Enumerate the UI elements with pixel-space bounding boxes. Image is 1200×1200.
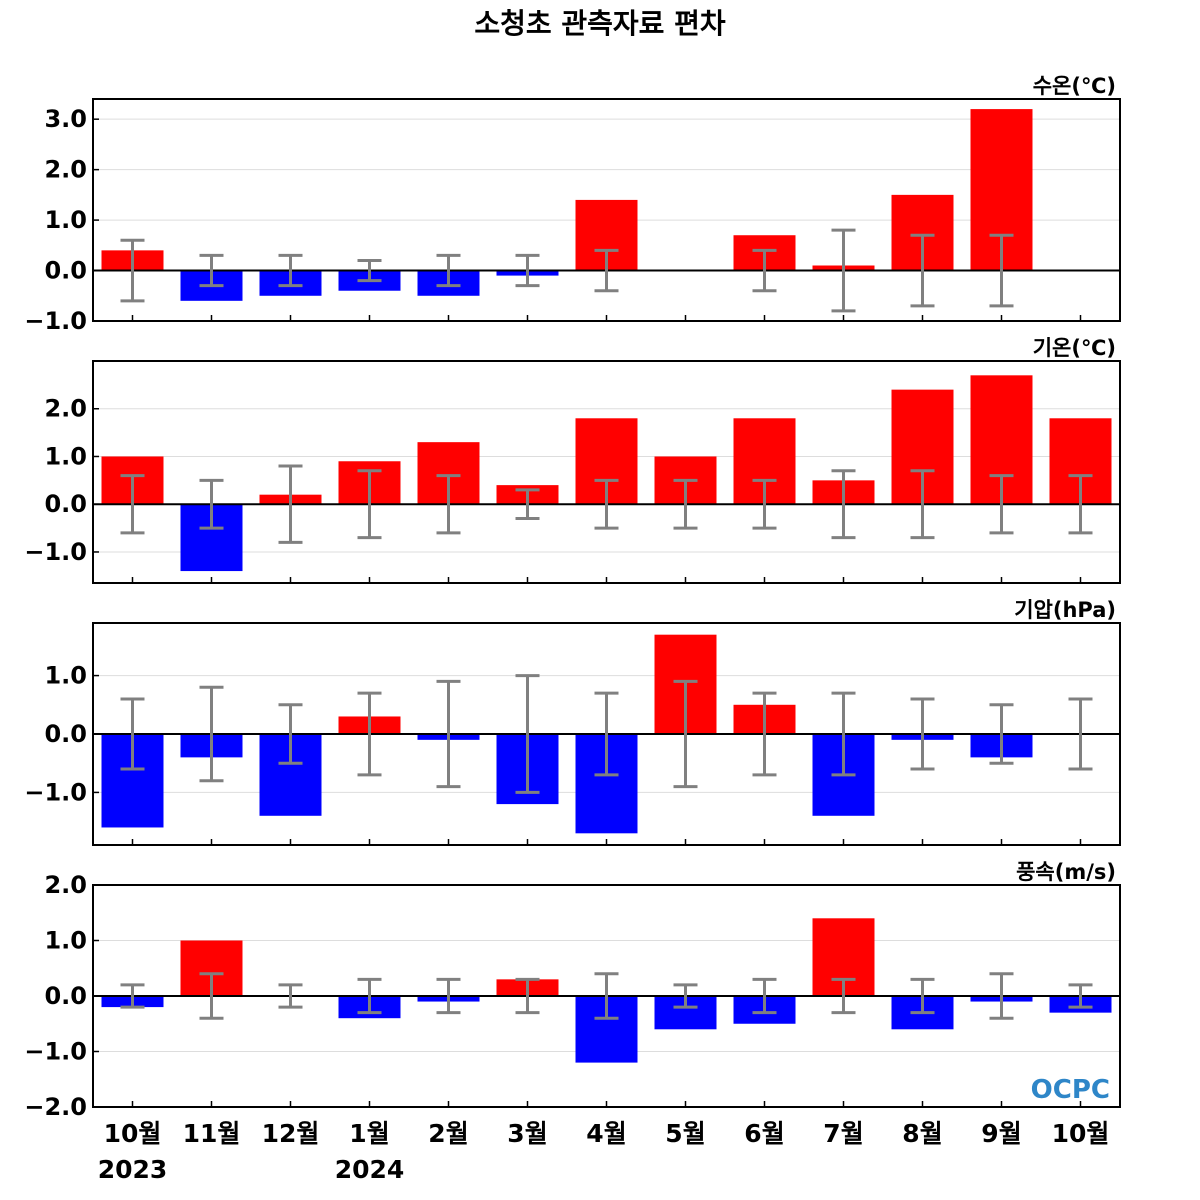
panel-3: −1.0 0.0 1.0 기압(hPa) xyxy=(24,598,1121,846)
error-bar-7 xyxy=(594,691,619,777)
y-tick-label: 1.0 xyxy=(44,442,87,470)
error-bar-4 xyxy=(357,258,382,283)
y-tick-label: 0.0 xyxy=(44,490,87,518)
error-bar-9 xyxy=(752,478,777,530)
plot-frame xyxy=(92,360,1121,584)
error-bar-1 xyxy=(120,474,145,535)
error-bar-13 xyxy=(1068,697,1093,771)
error-bar-7 xyxy=(594,478,619,530)
error-bar-2 xyxy=(199,478,224,530)
error-bar-11 xyxy=(910,977,935,1015)
x-tick-label: 10월 xyxy=(1052,1119,1110,1148)
chart-panels: −1.00.01.02.03.0수온(℃)−1.00.01.02.0기온(℃)−… xyxy=(24,74,1121,1121)
error-bar-1 xyxy=(120,238,145,303)
y-tick-label: −1.0 xyxy=(24,307,87,335)
plot-frame xyxy=(92,98,1121,322)
error-bar-9 xyxy=(752,248,777,293)
y-tick-label: 2.0 xyxy=(44,156,87,184)
plot-frame xyxy=(92,622,1121,846)
error-bar-9 xyxy=(752,691,777,777)
x-tick-label: 5월 xyxy=(665,1119,705,1148)
error-bar-12 xyxy=(989,703,1014,765)
y-tick-label: −1.0 xyxy=(24,1038,87,1066)
error-bar-11 xyxy=(910,469,935,540)
y-tick-label: 1.0 xyxy=(44,662,87,690)
panel-title: 풍속(m/s) xyxy=(1016,860,1116,884)
error-bar-10 xyxy=(831,691,856,777)
y-tick-label: 0.0 xyxy=(44,982,87,1010)
error-bar-2 xyxy=(199,253,224,288)
plot-frame xyxy=(92,884,1121,1108)
x-tick-label: 4월 xyxy=(586,1119,626,1148)
y-tick-label: −1.0 xyxy=(24,538,87,566)
error-bar-5 xyxy=(436,253,461,288)
y-tick-label: 2.0 xyxy=(44,395,87,423)
error-bar-9 xyxy=(752,977,777,1015)
error-bar-12 xyxy=(989,233,1014,308)
error-bar-13 xyxy=(1068,983,1093,1009)
year-label: 2024 xyxy=(335,1155,405,1184)
panel-title: 수온(℃) xyxy=(1033,74,1116,98)
error-bar-3 xyxy=(278,253,303,288)
error-bar-8 xyxy=(673,983,698,1009)
x-tick-label: 8월 xyxy=(902,1119,942,1148)
y-tick-label: 0.0 xyxy=(44,257,87,285)
x-tick-label: 6월 xyxy=(744,1119,784,1148)
x-tick-label: 10월 xyxy=(104,1119,162,1148)
y-tick-label: 2.0 xyxy=(44,871,87,899)
error-bar-3 xyxy=(278,464,303,544)
x-tick-label: 7월 xyxy=(823,1119,863,1148)
panel-title: 기압(hPa) xyxy=(1014,598,1116,622)
chart-title: 소청초 관측자료 편차 xyxy=(474,7,726,40)
error-bar-6 xyxy=(515,674,540,794)
y-tick-label: 1.0 xyxy=(44,206,87,234)
panel-1: −1.0 0.0 1.0 2.0 3.0 수온(℃) xyxy=(24,74,1121,335)
y-tick-label: 1.0 xyxy=(44,927,87,955)
x-tick-label: 3월 xyxy=(507,1119,547,1148)
x-tick-label: 2월 xyxy=(428,1119,468,1148)
error-bar-12 xyxy=(989,972,1014,1020)
panel-4: −2.0 −1.0 0.0 1.0 2.0 풍속(m/s) xyxy=(24,860,1121,1121)
error-bar-5 xyxy=(436,679,461,789)
error-bar-6 xyxy=(515,488,540,521)
error-bar-2 xyxy=(199,972,224,1020)
error-bar-1 xyxy=(120,983,145,1009)
error-bar-13 xyxy=(1068,474,1093,535)
y-tick-label: −2.0 xyxy=(24,1093,87,1121)
y-tick-label: 0.0 xyxy=(44,720,87,748)
error-bar-3 xyxy=(278,983,303,1009)
error-bar-5 xyxy=(436,474,461,535)
x-axis-labels: 10월 11월 12월 1월 2월 3월 4월 5월 6월 7월 8월 9월 10월 2023 2024 xyxy=(98,1119,1110,1184)
error-bar-12 xyxy=(989,474,1014,535)
error-bar-1 xyxy=(120,697,145,771)
error-bar-4 xyxy=(357,977,382,1015)
error-bar-8 xyxy=(673,478,698,530)
error-bar-5 xyxy=(436,977,461,1015)
x-tick-label: 11월 xyxy=(183,1119,241,1148)
y-tick-label: −1.0 xyxy=(24,778,87,806)
error-bar-7 xyxy=(594,248,619,293)
year-label: 2023 xyxy=(98,1155,168,1184)
error-bar-7 xyxy=(594,972,619,1020)
ocpc-logo: OCPC xyxy=(1031,1075,1110,1105)
error-bar-6 xyxy=(515,253,540,288)
error-bar-6 xyxy=(515,977,540,1015)
error-bar-10 xyxy=(831,977,856,1015)
x-tick-label: 12월 xyxy=(262,1119,320,1148)
y-tick-label: 3.0 xyxy=(44,105,87,133)
error-bar-3 xyxy=(278,703,303,765)
error-bar-2 xyxy=(199,685,224,783)
error-bar-4 xyxy=(357,469,382,540)
panel-2: −1.0 0.0 1.0 2.0 기온(℃) xyxy=(24,336,1121,584)
error-bar-11 xyxy=(910,697,935,771)
error-bar-10 xyxy=(831,469,856,540)
error-bar-11 xyxy=(910,233,935,308)
x-tick-label: 1월 xyxy=(349,1119,389,1148)
error-bar-8 xyxy=(673,679,698,789)
error-bar-10 xyxy=(831,228,856,313)
error-bar-4 xyxy=(357,691,382,777)
panel-title: 기온(℃) xyxy=(1033,336,1116,360)
x-tick-label: 9월 xyxy=(981,1119,1021,1148)
